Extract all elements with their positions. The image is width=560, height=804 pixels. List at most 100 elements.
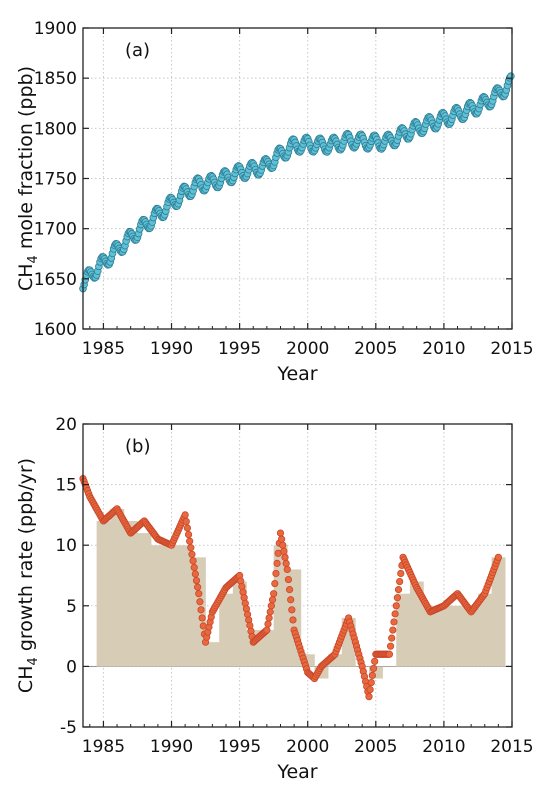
growth-rate-point <box>271 579 279 588</box>
growth-bar <box>450 605 465 667</box>
growth-rate-point <box>266 608 274 616</box>
growth-rate-point <box>390 618 398 626</box>
panel-b-ylabel-sub: 4 <box>26 657 41 665</box>
panel-a-xtick-label: 1995 <box>218 339 261 359</box>
growth-rate-point <box>371 657 379 665</box>
panel-b-xtick-label: 1985 <box>82 737 125 757</box>
panel-a-ytick-label: 1750 <box>34 170 77 190</box>
growth-bar <box>219 593 234 667</box>
panel-a-series <box>79 72 515 293</box>
growth-rate-point <box>263 626 271 634</box>
panel-b-ytick-label: 10 <box>55 536 77 556</box>
growth-rate-point <box>282 559 290 567</box>
growth-rate-point <box>281 553 289 561</box>
panel-a-ytick-label: 1850 <box>34 69 77 89</box>
panel-b-xtick-label: 2005 <box>354 737 397 757</box>
growth-bar <box>96 520 111 667</box>
growth-rate-point <box>184 530 193 539</box>
growth-bar <box>382 666 397 667</box>
panel-a-y-axis-label: CH4 mole fraction (ppb) <box>15 66 41 291</box>
panel-b-xtick-label: 1995 <box>218 737 261 757</box>
growth-bar <box>491 557 506 667</box>
growth-rate-point <box>181 511 189 519</box>
growth-rate-point <box>270 590 278 598</box>
growth-rate-point <box>388 634 396 642</box>
growth-bar <box>409 581 424 667</box>
growth-bar <box>477 593 492 667</box>
panel-b-chart: 1985 1990 1995 2000 2005 2010 2015 -5 0 5 10 15 20 (… <box>15 415 534 783</box>
panel-a-xtick-label: 2005 <box>354 339 397 359</box>
growth-rate-point <box>391 610 399 618</box>
panel-b-ytick-label: 0 <box>66 657 77 677</box>
growth-rate-point <box>289 616 297 624</box>
growth-bar <box>123 520 138 667</box>
panel-b-label: (b) <box>125 436 150 457</box>
growth-rate-point <box>267 602 275 610</box>
panel-a-xtick-label: 1985 <box>82 339 125 359</box>
growth-rate-point <box>192 576 201 585</box>
growth-rate-point <box>189 557 197 565</box>
growth-rate-point <box>368 671 377 680</box>
growth-rate-point <box>268 596 277 604</box>
growth-rate-point <box>183 524 192 532</box>
growth-rate-point <box>191 570 199 578</box>
growth-rate-point <box>194 583 202 591</box>
panel-b-ylabel-main: CH <box>15 666 37 694</box>
growth-rate-point <box>494 553 502 561</box>
panel-b-frame <box>82 423 513 728</box>
panel-b-x-axis-label: Year <box>276 761 317 783</box>
panel-a-xtick-label: 2010 <box>422 339 465 359</box>
panel-b-ytick-label: 20 <box>55 415 77 435</box>
panel-a-x-axis-label: Year <box>276 363 317 385</box>
growth-rate-point <box>396 577 404 586</box>
ch4-trend-line <box>82 81 513 284</box>
panel-b-ylabel-rest: growth rate (ppb/yr) <box>15 458 37 657</box>
panel-a-xtick-label: 2015 <box>490 339 533 359</box>
growth-rate-point <box>280 547 288 555</box>
panel-b-ytick-label: 5 <box>66 597 77 617</box>
growth-rate-point <box>272 569 280 578</box>
growth-rate-point <box>187 544 195 552</box>
panel-b-xtick-label: 2010 <box>422 737 465 757</box>
growth-rate-point <box>285 586 294 594</box>
growth-rate-point <box>385 650 394 658</box>
growth-bar <box>110 508 125 667</box>
growth-rate-point <box>278 535 286 543</box>
growth-bar <box>464 605 479 667</box>
panel-a-ticks: 1985 1990 1995 2000 2005 2010 2015 1600 1650 1700… <box>34 19 534 359</box>
growth-rate-point <box>195 590 203 598</box>
growth-rate-point <box>284 575 293 584</box>
growth-rate-point <box>288 606 296 614</box>
panel-a-ylabel-main: CH <box>15 263 37 291</box>
panel-b-ytick-label: 15 <box>55 476 77 496</box>
panel-a-ylabel-sub: 4 <box>26 255 41 263</box>
growth-rate-point <box>386 642 395 650</box>
growth-bar <box>137 533 152 667</box>
growth-rate-point <box>367 678 375 687</box>
growth-rate-point <box>264 620 272 628</box>
growth-rate-point <box>198 614 206 622</box>
growth-rate-point <box>392 602 400 610</box>
panel-a-xtick-label: 1990 <box>150 339 193 359</box>
panel-b-series <box>79 474 502 701</box>
growth-rate-point <box>397 569 405 578</box>
growth-rate-point <box>365 693 373 701</box>
growth-rate-point <box>366 686 374 694</box>
growth-rate-point <box>186 537 194 545</box>
growth-bar <box>151 545 166 667</box>
panel-a-ytick-label: 1650 <box>34 270 77 290</box>
panel-b-ticks: 1985 1990 1995 2000 2005 2010 2015 -5 0 5 10 15 20 <box>55 415 533 757</box>
growth-rate-point <box>182 517 190 526</box>
growth-rate-point <box>287 596 295 604</box>
growth-bar <box>396 593 411 667</box>
panel-a-label: (a) <box>125 40 150 61</box>
growth-rate-point <box>283 565 291 574</box>
panel-a-ylabel-rest: mole fraction (ppb) <box>15 66 37 255</box>
growth-rate-point <box>188 550 196 558</box>
panel-b-ytick-label: -5 <box>60 718 77 738</box>
panel-a-ytick-label: 1700 <box>34 220 77 240</box>
growth-bar <box>423 605 438 667</box>
growth-rate-point <box>273 559 281 567</box>
growth-rate-point <box>394 586 403 594</box>
